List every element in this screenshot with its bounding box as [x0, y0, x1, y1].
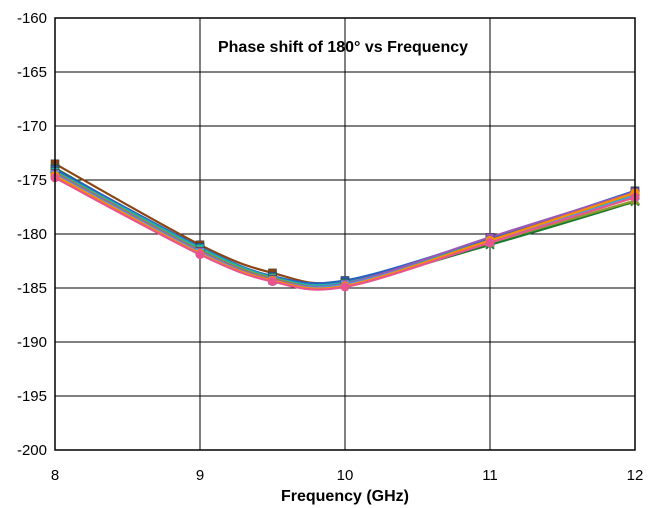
y-tick-label: -175	[17, 172, 47, 189]
y-tick-label: -165	[17, 64, 47, 81]
grid-lines	[54, 17, 636, 451]
chart-title: Phase shift of 180° vs Frequency	[218, 39, 468, 56]
x-tick-label: 11	[482, 467, 498, 484]
data-point-marker	[268, 277, 277, 287]
x-axis-title: Frequency (GHz)	[281, 488, 409, 505]
series-line	[54, 176, 636, 291]
y-tick-label: -195	[17, 388, 47, 405]
x-tick-label: 8	[51, 467, 59, 484]
y-tick-label: -180	[17, 226, 47, 243]
y-tick-label: -160	[17, 10, 47, 27]
x-tick-label: 10	[337, 467, 354, 484]
data-point-marker	[485, 238, 495, 248]
y-tick-label: -200	[17, 442, 47, 459]
x-tick-label: 9	[196, 467, 204, 484]
y-tick-label: -190	[17, 334, 47, 351]
tick-labels: -200 -195 -190 -185 -180 -175 -170 -165 -160 8 9 10…	[17, 10, 643, 484]
y-tick-label: -170	[17, 118, 47, 135]
data-point-marker	[340, 282, 350, 292]
plot-frame	[54, 17, 636, 451]
data-point-marker	[195, 250, 205, 260]
x-tick-label: 12	[627, 467, 644, 484]
y-tick-label: -185	[17, 280, 47, 297]
